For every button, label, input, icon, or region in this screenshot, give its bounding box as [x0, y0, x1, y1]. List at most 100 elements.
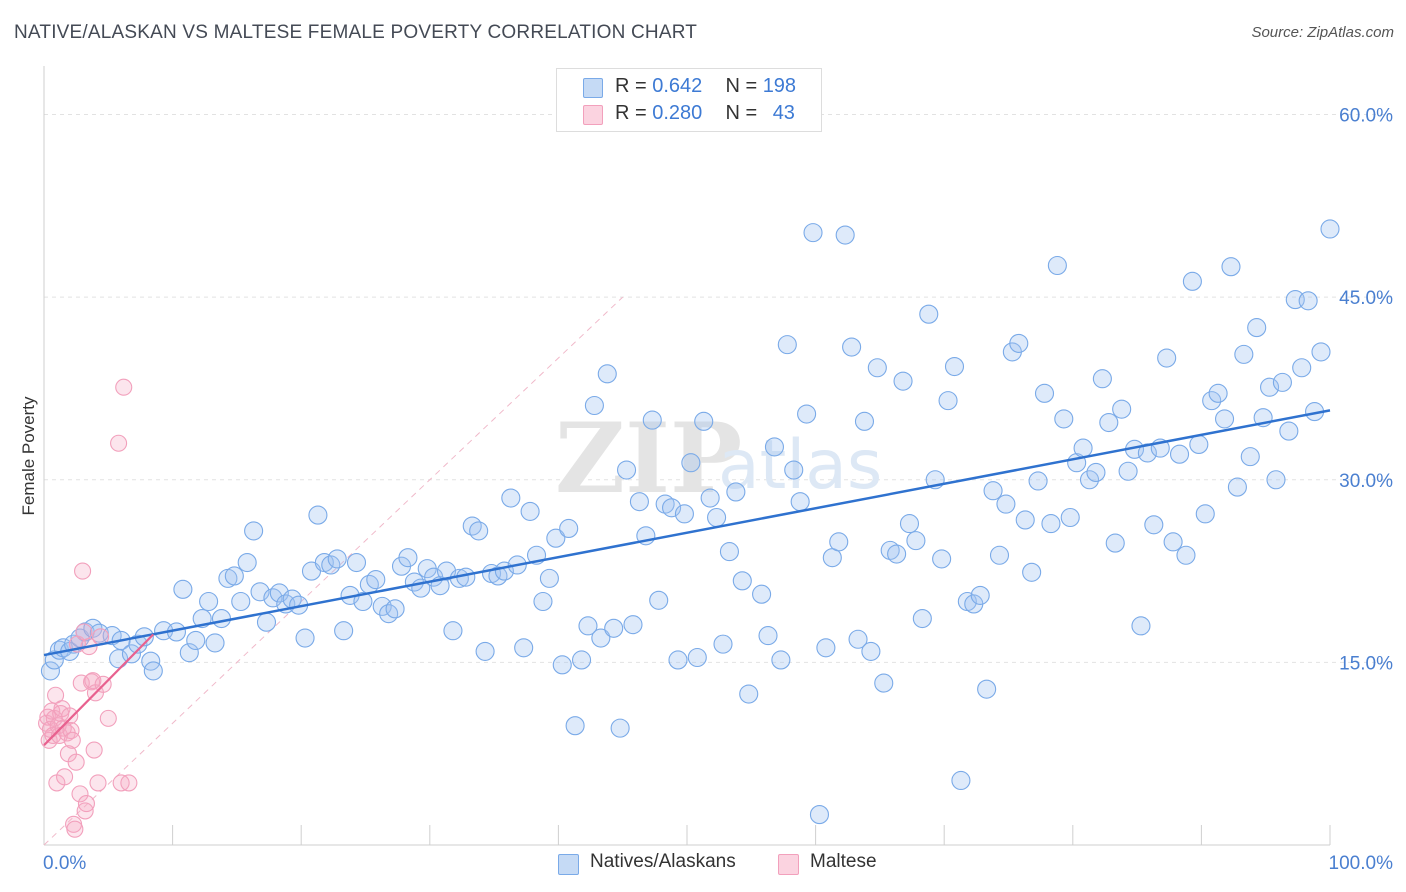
- data-point: [713, 634, 733, 654]
- data-point: [205, 633, 225, 653]
- data-point: [67, 753, 85, 771]
- data-point: [1086, 462, 1106, 483]
- data-point: [1022, 562, 1042, 582]
- data-point: [366, 570, 386, 590]
- data-point: [89, 774, 107, 792]
- data-point: [777, 335, 797, 355]
- data-point: [912, 609, 932, 629]
- data-point: [687, 647, 707, 668]
- data-point: [970, 585, 990, 605]
- legend-swatch-pink: [583, 105, 603, 125]
- series-swatch-maltese: [778, 854, 799, 875]
- x-tick-label-left: 0.0%: [43, 853, 86, 874]
- trend-line-maltese: [43, 633, 155, 746]
- data-point: [1189, 434, 1209, 455]
- data-point: [76, 802, 94, 820]
- data-point: [488, 566, 508, 586]
- data-point: [739, 684, 759, 704]
- data-point: [1176, 545, 1196, 565]
- data-point: [784, 460, 804, 480]
- data-point: [77, 795, 95, 813]
- data-point: [552, 655, 572, 675]
- data-point: [681, 453, 701, 473]
- data-point: [199, 591, 219, 612]
- trend-line-natives: [43, 409, 1331, 657]
- data-point: [533, 591, 553, 612]
- legend-row-blue: R = 0.642 N = 198: [615, 75, 796, 98]
- data-point: [1182, 271, 1202, 291]
- data-point: [1298, 291, 1318, 311]
- data-point: [1034, 383, 1055, 403]
- data-point: [700, 488, 720, 508]
- watermark-zip: ZIP: [555, 402, 742, 515]
- source-label: Source: ZipAtlas.com: [1251, 24, 1394, 41]
- data-point: [835, 225, 855, 245]
- data-point: [989, 545, 1010, 565]
- data-point: [1260, 377, 1280, 397]
- data-point: [110, 434, 128, 452]
- data-point: [758, 626, 778, 646]
- series-legend-natives: Natives/Alaskans: [558, 851, 736, 875]
- data-point: [642, 410, 662, 430]
- data-point: [1163, 532, 1183, 552]
- data-point: [1279, 421, 1299, 441]
- data-point: [85, 741, 103, 759]
- data-point: [173, 579, 193, 599]
- x-tick-label-right: 100.0%: [1329, 853, 1394, 874]
- data-point: [629, 492, 649, 512]
- data-point: [726, 482, 746, 502]
- y-tick-labels: 15.0% 30.0% 45.0% 60.0%: [1339, 106, 1393, 675]
- data-point: [1320, 219, 1340, 239]
- legend-r-value: 0.280: [652, 102, 703, 124]
- data-point: [565, 716, 585, 736]
- data-point: [295, 628, 315, 648]
- data-point: [848, 629, 868, 649]
- data-point: [120, 774, 138, 792]
- data-point: [539, 568, 559, 588]
- data-point: [1047, 255, 1067, 276]
- data-point: [578, 616, 598, 636]
- data-point: [617, 460, 637, 480]
- data-point: [353, 591, 373, 612]
- data-point: [1099, 412, 1119, 433]
- data-point: [571, 650, 592, 670]
- reference-diagonal: [43, 296, 624, 846]
- series-swatch-natives: [558, 854, 579, 875]
- data-point: [1041, 514, 1061, 534]
- series-name-natives: Natives/Alaskans: [590, 851, 736, 872]
- data-point: [707, 507, 727, 528]
- legend-n-value: 198: [762, 75, 797, 97]
- y-tick-label: 60.0%: [1339, 106, 1393, 127]
- data-point: [854, 411, 875, 431]
- data-point: [237, 552, 257, 573]
- data-point: [829, 532, 849, 552]
- data-point: [75, 623, 93, 641]
- data-point: [803, 223, 823, 243]
- data-point: [398, 548, 418, 568]
- data-point: [501, 488, 521, 508]
- data-point: [623, 615, 643, 635]
- data-point: [1073, 438, 1093, 458]
- data-point: [334, 621, 354, 641]
- data-point: [1157, 348, 1177, 368]
- correlation-legend: R = 0.642 N = 198 R = 0.280 N = 43: [556, 68, 822, 132]
- data-point: [186, 630, 206, 651]
- y-tick-label: 45.0%: [1339, 288, 1393, 309]
- data-point: [1028, 471, 1048, 491]
- data-point: [1054, 409, 1074, 429]
- data-point: [40, 661, 60, 681]
- data-point: [327, 549, 347, 569]
- data-point: [1015, 510, 1035, 530]
- data-point: [1234, 344, 1254, 364]
- data-point: [546, 528, 566, 548]
- data-point: [469, 521, 489, 541]
- data-point: [944, 356, 965, 377]
- data-point: [919, 304, 939, 324]
- data-point: [880, 540, 900, 560]
- data-point: [514, 638, 534, 658]
- data-point: [983, 481, 1003, 501]
- data-point: [732, 571, 752, 591]
- data-point: [1221, 257, 1241, 277]
- data-point: [874, 673, 894, 693]
- data-point: [842, 337, 862, 357]
